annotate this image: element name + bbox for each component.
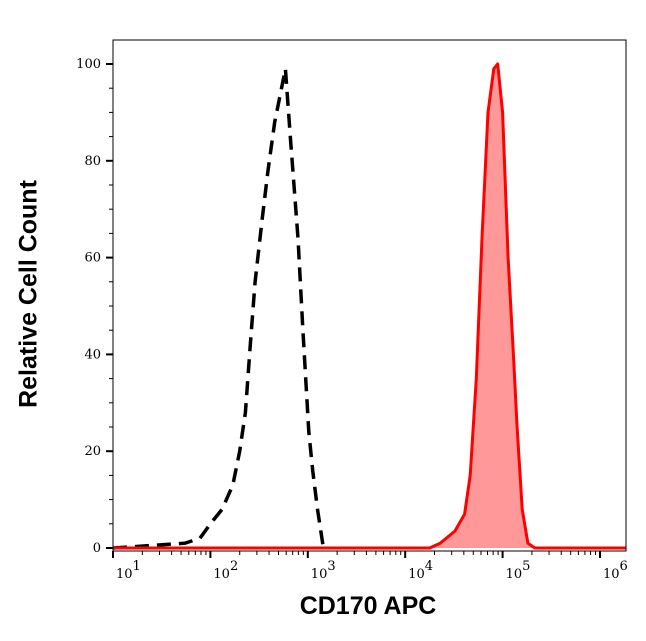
x-tick-label: 103 (311, 559, 336, 582)
plot-frame (112, 39, 627, 552)
series-0-line (112, 68, 326, 550)
x-tick-label: 104 (408, 559, 433, 582)
x-tick-label: 106 (603, 559, 628, 582)
x-tick-label: 101 (116, 559, 141, 582)
y-tick-label: 40 (84, 347, 101, 362)
series-layer (112, 62, 627, 550)
y-tick-label: 100 (76, 57, 101, 72)
y-tick-label: 0 (93, 541, 101, 556)
x-axis-title: CD170 APC (299, 592, 437, 620)
y-tick-label: 80 (84, 154, 101, 169)
y-tick-label: 20 (84, 444, 101, 459)
x-tick-label: 105 (506, 559, 531, 582)
series-1-fill (113, 64, 627, 548)
axes-layer: 101 102 103 104 105 106 0 20 40 60 80 100 (76, 57, 628, 582)
x-tick-label: 102 (213, 559, 238, 582)
series-1-line (113, 62, 627, 550)
y-tick-label: 60 (84, 251, 101, 266)
y-axis-title: Relative Cell Count (14, 180, 43, 408)
